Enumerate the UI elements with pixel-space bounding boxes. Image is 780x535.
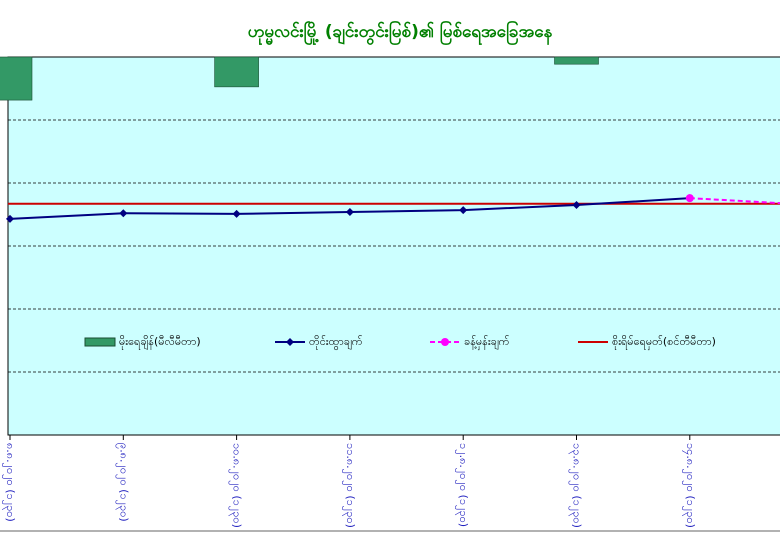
rain-bar [0,56,33,101]
legend-marker [441,338,449,346]
legend-marker [286,338,294,346]
legend-label: စိုးရိမ်ရေမှတ်(စင်တီမီတာ) [612,335,716,350]
marker [345,207,354,216]
x-tick-label: ၈.၈.၂၀၂၀ (၁၂၃၀) [2,443,17,522]
x-tick-label: ၁၁.၈.၂၀၂၀ (၁၂၃၀) [342,443,357,528]
marker [232,209,241,218]
x-tick-label: ၉.၈.၂၀၂၀ (၁၂၃၀) [115,443,130,522]
legend-label: တိုင်းထွာချက် [309,335,363,350]
rain-bar [554,56,599,65]
marker [459,206,468,215]
rain-bar [214,56,259,88]
line [689,197,780,205]
marker [119,209,128,218]
x-tick-label: ၁၃.၈.၂၀၂၀ (၁၂၃၀) [569,443,584,528]
marker [685,194,694,203]
x-tick-label: ၁၀.၈.၂၀၂၀ (၁၂၃၀) [229,443,244,528]
legend-swatch [84,337,116,347]
x-tick-label: ၁၄.၈.၂၀၂၀ (၁၂၃၀) [682,443,697,528]
legend-label: ခန့်မှန်းချက် [464,335,510,350]
x-tick-label: ၁၂.၈.၂၀၂၀ (၁၂၃၀) [455,443,470,527]
marker [6,214,14,223]
chart-title: ဟုမ္မလင်းမြို့ (ချင်းတွင်းမြစ်)၏ မြစ်ရေအ… [248,19,553,46]
plot: ၈.၈.၂၀၂၀ (၁၂၃၀) ၉.၈.၂၀၂၀ (၁၂၃၀) ၁၀.၈.၂၀၂၀ … [0,56,780,528]
legend-label: မိုးရေချိန်(မီလီမီတာ) [119,335,201,350]
marker [572,201,581,210]
